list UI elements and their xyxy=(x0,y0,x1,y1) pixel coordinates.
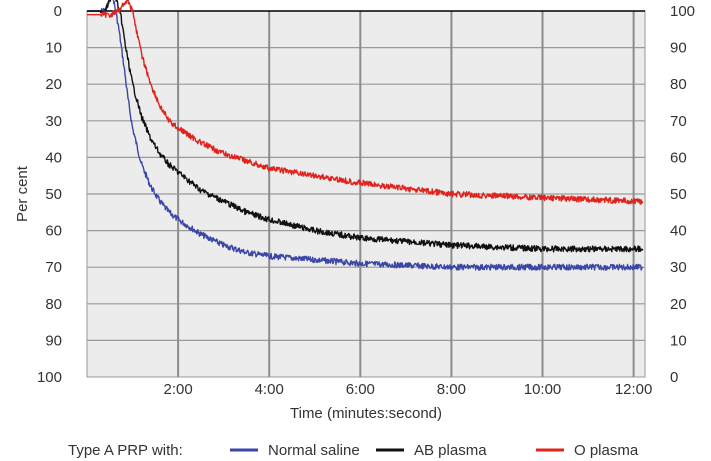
y-tick-right-label: 50 xyxy=(670,186,687,203)
y-tick-right-label: 90 xyxy=(670,40,687,57)
y-tick-right-label: 60 xyxy=(670,149,687,166)
x-tick-label: 2:00 xyxy=(164,381,193,398)
y-tick-left-label: 20 xyxy=(45,76,62,93)
y-tick-right-label: 40 xyxy=(670,223,687,240)
legend-label: O plasma xyxy=(574,442,639,459)
y-tick-left-label: 10 xyxy=(45,40,62,57)
legend-label: Normal saline xyxy=(268,442,360,459)
x-axis-label: Time (minutes:second) xyxy=(290,405,442,422)
y-ticks-left: 0 10 20 30 40 50 60 70 80 90 100 xyxy=(37,3,62,386)
y-axis-label: Per cent xyxy=(14,165,31,222)
y-tick-right-label: 10 xyxy=(670,332,687,349)
y-tick-left-label: 30 xyxy=(45,113,62,130)
y-tick-left-label: 80 xyxy=(45,296,62,313)
y-tick-left-label: 50 xyxy=(45,186,62,203)
x-tick-label: 4:00 xyxy=(255,381,284,398)
x-ticks: 2:00 4:00 6:00 8:00 10:00 12:00 xyxy=(164,381,653,398)
legend-entries: Normal saline AB plasma O plasma xyxy=(230,442,639,459)
x-tick-label: 12:00 xyxy=(615,381,653,398)
legend: Type A PRP with: Normal saline AB plasma O… xyxy=(68,442,639,459)
x-tick-label: 10:00 xyxy=(524,381,562,398)
x-tick-label: 8:00 xyxy=(437,381,466,398)
y-tick-right-label: 70 xyxy=(670,113,687,130)
y-tick-left-label: 0 xyxy=(54,3,62,20)
legend-prefix: Type A PRP with: xyxy=(68,442,183,459)
y-tick-left-label: 40 xyxy=(45,149,62,166)
y-tick-left-label: 90 xyxy=(45,332,62,349)
y-tick-left-label: 100 xyxy=(37,369,62,386)
y-tick-right-label: 20 xyxy=(670,296,687,313)
legend-label: AB plasma xyxy=(414,442,487,459)
y-tick-right-label: 30 xyxy=(670,259,687,276)
y-tick-right-label: 0 xyxy=(670,369,678,386)
y-tick-right-label: 80 xyxy=(670,76,687,93)
y-tick-left-label: 60 xyxy=(45,223,62,240)
y-tick-right-label: 100 xyxy=(670,3,695,20)
x-tick-label: 6:00 xyxy=(346,381,375,398)
y-tick-left-label: 70 xyxy=(45,259,62,276)
